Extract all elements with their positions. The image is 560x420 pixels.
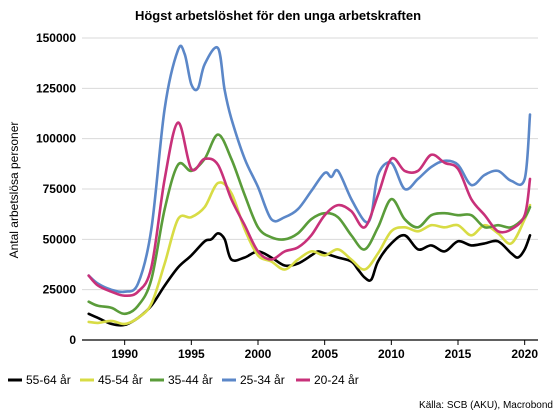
x-tick-label: 2000 bbox=[245, 347, 272, 361]
legend-label: 25-34 år bbox=[240, 373, 285, 387]
chart-title: Högst arbetslöshet för den unga arbetskr… bbox=[135, 8, 421, 23]
y-tick-label: 0 bbox=[69, 333, 76, 347]
y-tick-label: 100000 bbox=[36, 132, 76, 146]
series-line-35-44-r bbox=[87, 133, 532, 316]
y-axis-label: Antal arbetslösa personer bbox=[7, 122, 21, 259]
x-tick-label: 1995 bbox=[178, 347, 205, 361]
legend-label: 45-54 år bbox=[98, 373, 143, 387]
x-tick-label: 2020 bbox=[511, 347, 538, 361]
y-tick-label: 25000 bbox=[43, 283, 77, 297]
legend-label: 55-64 år bbox=[26, 373, 71, 387]
y-tick-label: 75000 bbox=[43, 182, 77, 196]
x-tick-label: 2010 bbox=[378, 347, 405, 361]
x-tick-label: 1990 bbox=[111, 347, 138, 361]
series-line-25-34-r bbox=[87, 44, 532, 294]
series-line-55-64-r bbox=[87, 232, 532, 327]
y-tick-label: 50000 bbox=[43, 232, 77, 246]
legend: 55-64 år 45-54 år 35-44 år 25-34 år 20-24 år bbox=[8, 373, 359, 387]
y-tick-label: 125000 bbox=[36, 81, 76, 95]
source-note: Källa: SCB (AKU), Macrobond bbox=[419, 400, 553, 411]
y-tick-label: 150000 bbox=[36, 31, 76, 45]
x-tick-label: 2015 bbox=[445, 347, 472, 361]
grid-lines bbox=[82, 37, 538, 341]
y-axis: 0 25000 50000 75000 100000 125000 150000 bbox=[36, 31, 76, 347]
series-line-20-24-r bbox=[87, 121, 532, 298]
series-line-45-54-r bbox=[87, 181, 532, 326]
legend-label: 20-24 år bbox=[314, 373, 359, 387]
legend-label: 35-44 år bbox=[168, 373, 213, 387]
x-tick-label: 2005 bbox=[311, 347, 338, 361]
series-lines bbox=[87, 44, 532, 327]
x-axis: 1990 1995 2000 2005 2010 2015 2020 bbox=[111, 340, 538, 361]
